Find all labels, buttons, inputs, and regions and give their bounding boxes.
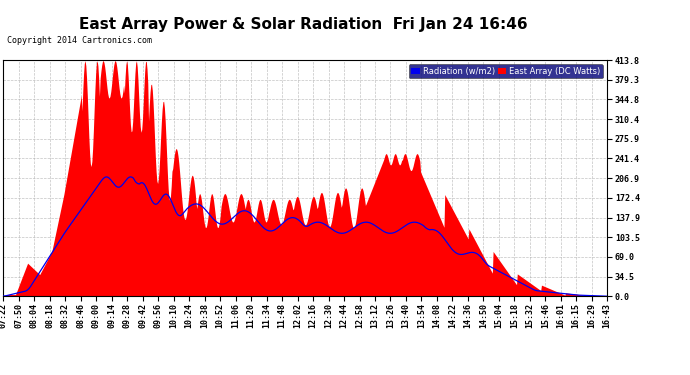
Text: East Array Power & Solar Radiation  Fri Jan 24 16:46: East Array Power & Solar Radiation Fri J…: [79, 17, 528, 32]
Legend: Radiation (w/m2), East Array (DC Watts): Radiation (w/m2), East Array (DC Watts): [408, 64, 603, 78]
Text: Copyright 2014 Cartronics.com: Copyright 2014 Cartronics.com: [7, 36, 152, 45]
